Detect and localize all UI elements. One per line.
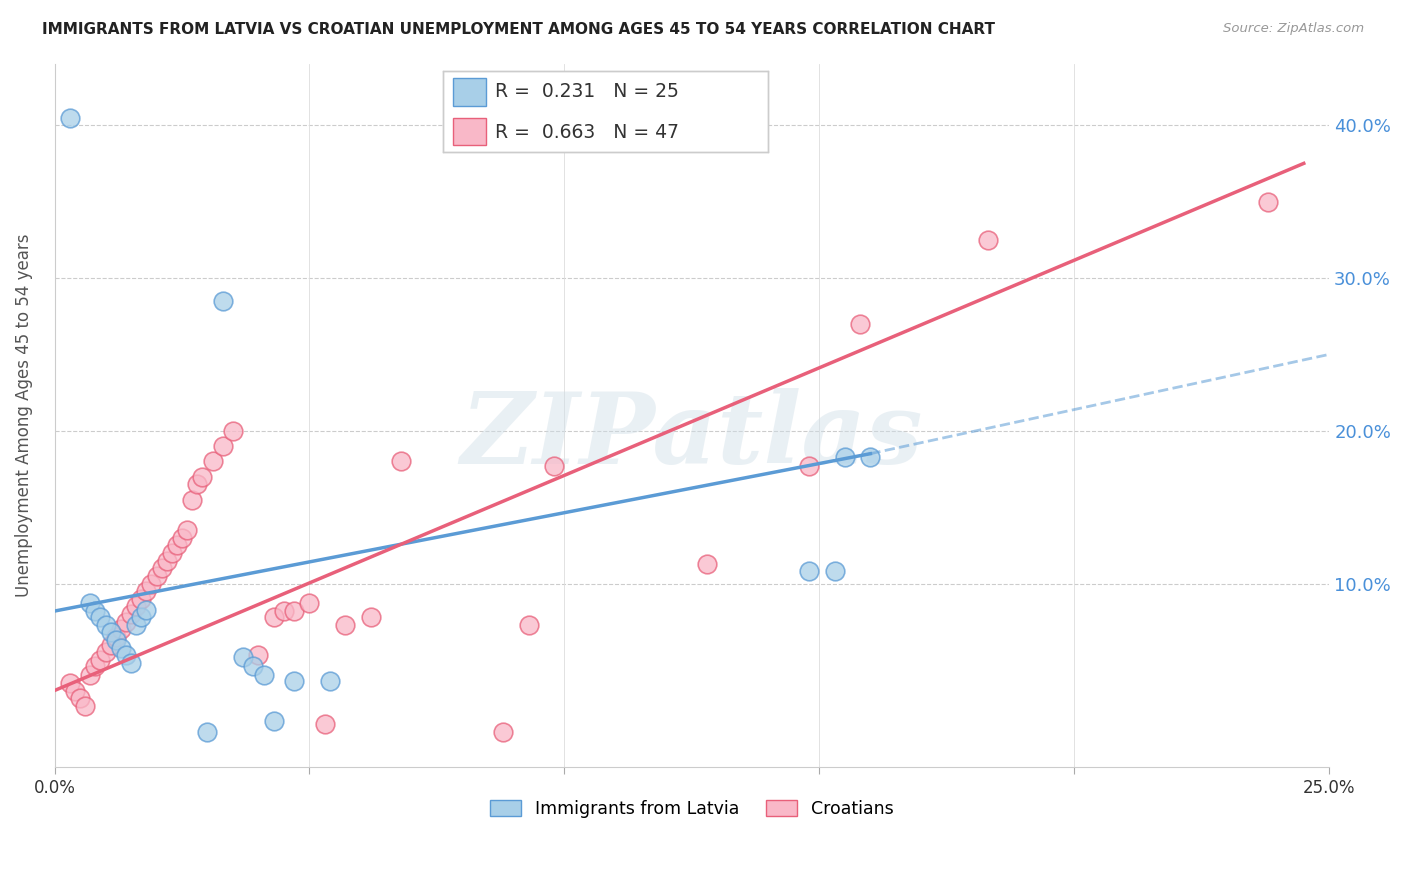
Point xyxy=(263,610,285,624)
Point xyxy=(79,596,101,610)
Point xyxy=(94,617,117,632)
Point xyxy=(110,640,132,655)
Point xyxy=(160,546,183,560)
Point xyxy=(263,714,285,728)
Point xyxy=(273,604,295,618)
Point xyxy=(201,454,224,468)
Point xyxy=(120,656,142,670)
Point xyxy=(69,691,91,706)
Point xyxy=(211,293,233,308)
Point xyxy=(319,674,342,689)
Point xyxy=(104,633,127,648)
Point xyxy=(176,523,198,537)
Point xyxy=(63,683,86,698)
Point xyxy=(181,492,204,507)
Point xyxy=(976,233,998,247)
Point xyxy=(197,724,219,739)
Point xyxy=(89,610,111,624)
Point xyxy=(191,469,214,483)
Point xyxy=(247,648,270,663)
Point xyxy=(170,531,193,545)
Point xyxy=(84,604,107,618)
Point xyxy=(283,604,305,618)
Point xyxy=(186,477,208,491)
Point xyxy=(59,111,82,125)
Point xyxy=(252,668,274,682)
Y-axis label: Unemployment Among Ages 45 to 54 years: Unemployment Among Ages 45 to 54 years xyxy=(15,234,32,598)
Point xyxy=(135,602,157,616)
Point xyxy=(110,623,132,637)
Point xyxy=(211,439,233,453)
Point xyxy=(360,610,382,624)
Point xyxy=(517,617,540,632)
Point xyxy=(84,659,107,673)
Point xyxy=(799,565,821,579)
Text: Source: ZipAtlas.com: Source: ZipAtlas.com xyxy=(1223,22,1364,36)
Point xyxy=(156,554,179,568)
Point xyxy=(125,617,148,632)
Point xyxy=(492,724,515,739)
Point xyxy=(1257,194,1279,209)
Point xyxy=(543,458,565,473)
Point xyxy=(242,659,264,673)
Point xyxy=(89,653,111,667)
Point xyxy=(79,668,101,682)
Point xyxy=(389,454,412,468)
Legend: Immigrants from Latvia, Croatians: Immigrants from Latvia, Croatians xyxy=(484,793,901,825)
Point xyxy=(145,569,167,583)
Point xyxy=(799,458,821,473)
Point xyxy=(100,638,122,652)
Point xyxy=(141,576,163,591)
Point xyxy=(834,450,856,464)
Point xyxy=(94,645,117,659)
Point xyxy=(100,625,122,640)
Point xyxy=(120,607,142,621)
Point xyxy=(232,649,254,664)
Point xyxy=(135,584,157,599)
Point xyxy=(75,698,97,713)
Point xyxy=(104,630,127,644)
Point xyxy=(298,596,321,610)
Point xyxy=(696,557,718,571)
Text: ZIPatlas: ZIPatlas xyxy=(461,388,924,485)
Text: IMMIGRANTS FROM LATVIA VS CROATIAN UNEMPLOYMENT AMONG AGES 45 TO 54 YEARS CORREL: IMMIGRANTS FROM LATVIA VS CROATIAN UNEMP… xyxy=(42,22,995,37)
Point xyxy=(314,717,336,731)
Point xyxy=(115,648,138,663)
Point xyxy=(333,617,356,632)
Point xyxy=(859,450,882,464)
Point xyxy=(150,561,173,575)
Point xyxy=(222,424,245,438)
Point xyxy=(849,317,872,331)
Point xyxy=(283,674,305,689)
Point xyxy=(824,565,846,579)
Point xyxy=(115,615,138,629)
Point xyxy=(166,538,188,552)
Point xyxy=(59,676,82,690)
Point xyxy=(129,610,152,624)
Point xyxy=(125,599,148,614)
Point xyxy=(129,591,152,606)
